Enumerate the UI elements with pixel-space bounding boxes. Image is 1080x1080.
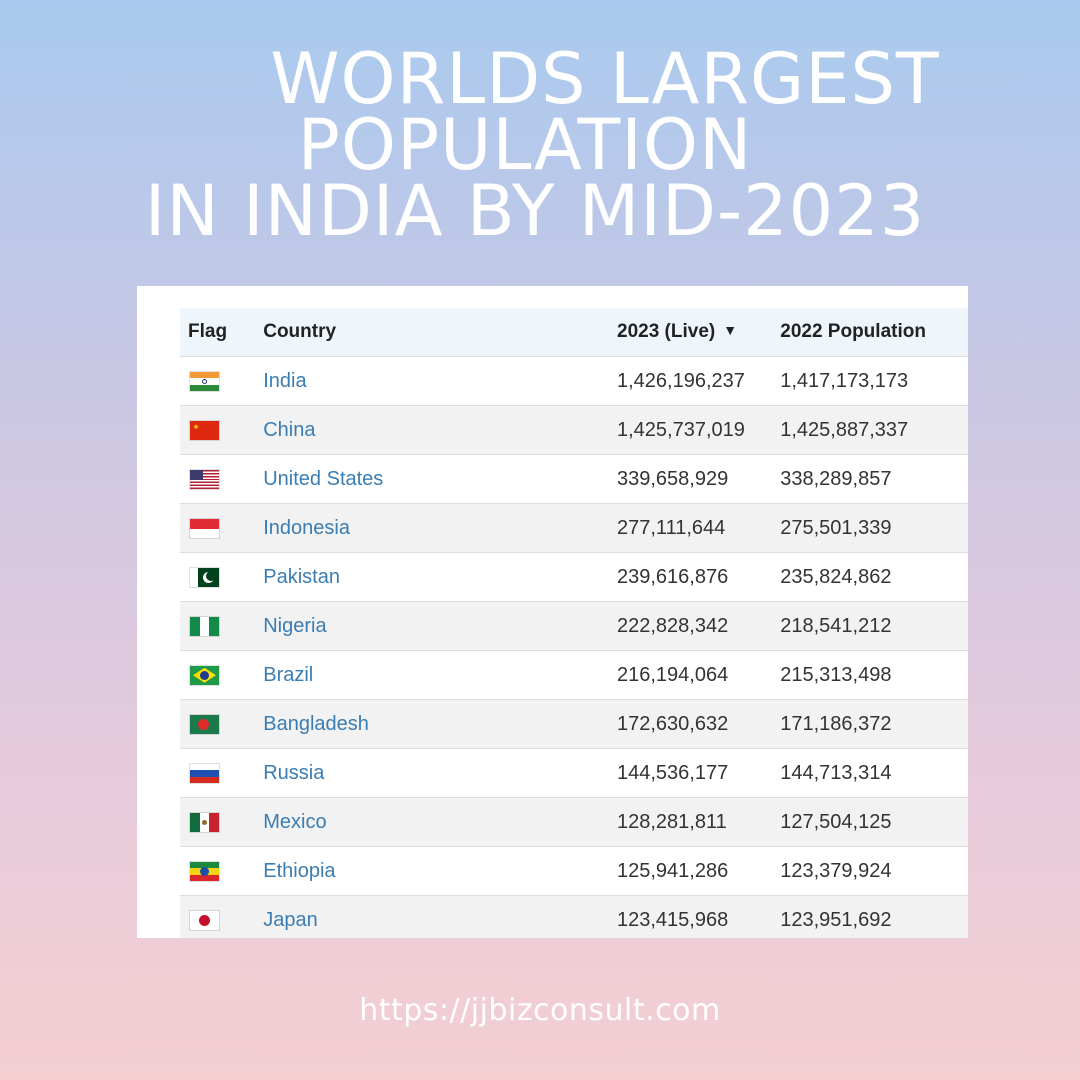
table-row: Pakistan 239,616,876 235,824,862 bbox=[180, 552, 968, 602]
united-states-flag-icon bbox=[190, 469, 219, 489]
table-row: Japan 123,415,968 123,951,692 bbox=[180, 895, 968, 938]
flag-cell bbox=[180, 503, 264, 553]
japan-flag-icon bbox=[190, 910, 219, 930]
population-2023-cell: 144,536,177 bbox=[617, 748, 781, 798]
flag-cell bbox=[180, 650, 264, 700]
population-2022-cell: 338,289,857 bbox=[780, 454, 968, 504]
header-2023-live[interactable]: 2023 (Live) ▼ bbox=[617, 308, 781, 357]
flag-cell bbox=[180, 405, 264, 455]
country-link[interactable]: Mexico bbox=[263, 797, 617, 847]
population-table: Flag Country 2023 (Live) ▼ 2022 Populatio… bbox=[180, 308, 968, 938]
mexico-flag-icon bbox=[190, 812, 219, 832]
caret-down-icon: ▼ bbox=[723, 322, 738, 338]
flag-cell bbox=[180, 846, 264, 896]
bangladesh-flag-icon bbox=[190, 714, 219, 734]
header-country[interactable]: Country bbox=[263, 308, 617, 357]
india-flag-icon bbox=[190, 371, 219, 391]
population-2022-cell: 123,951,692 bbox=[780, 895, 968, 938]
population-2023-cell: 1,426,196,237 bbox=[617, 356, 781, 406]
population-2022-cell: 1,425,887,337 bbox=[780, 405, 968, 455]
table-body: India 1,426,196,237 1,417,173,173 China 1,42… bbox=[180, 356, 968, 938]
table-row: Nigeria 222,828,342 218,541,212 bbox=[180, 601, 968, 651]
table-row: Brazil 216,194,064 215,313,498 bbox=[180, 650, 968, 700]
flag-cell bbox=[180, 356, 264, 406]
country-link[interactable]: Indonesia bbox=[263, 503, 617, 553]
flag-cell bbox=[180, 601, 264, 651]
table-header-row: Flag Country 2023 (Live) ▼ 2022 Populatio… bbox=[180, 308, 968, 357]
flag-cell bbox=[180, 797, 264, 847]
table-row: Bangladesh 172,630,632 171,186,372 bbox=[180, 699, 968, 749]
country-link[interactable]: Russia bbox=[263, 748, 617, 798]
footer-url[interactable]: https://jjbizconsult.com bbox=[359, 993, 721, 1028]
russia-flag-icon bbox=[190, 763, 219, 783]
population-2023-cell: 123,415,968 bbox=[617, 895, 781, 938]
population-2023-cell: 172,630,632 bbox=[617, 699, 781, 749]
population-2023-cell: 339,658,929 bbox=[617, 454, 781, 504]
header-2023-live-label: 2023 (Live) bbox=[617, 321, 716, 342]
headline-line-2: POPULATION bbox=[297, 104, 753, 186]
country-link[interactable]: Ethiopia bbox=[263, 846, 617, 896]
country-link[interactable]: China bbox=[263, 405, 617, 455]
table-row: United States 339,658,929 338,289,857 bbox=[180, 454, 968, 504]
population-2023-cell: 1,425,737,019 bbox=[617, 405, 781, 455]
population-2022-cell: 275,501,339 bbox=[780, 503, 968, 553]
flag-cell bbox=[180, 699, 264, 749]
population-2023-cell: 216,194,064 bbox=[617, 650, 781, 700]
table-row: Indonesia 277,111,644 275,501,339 bbox=[180, 503, 968, 553]
country-link[interactable]: Nigeria bbox=[263, 601, 617, 651]
population-2022-cell: 127,504,125 bbox=[780, 797, 968, 847]
country-link[interactable]: United States bbox=[263, 454, 617, 504]
header-flag: Flag bbox=[180, 308, 264, 357]
table-row: China 1,425,737,019 1,425,887,337 bbox=[180, 405, 968, 455]
ethiopia-flag-icon bbox=[190, 861, 219, 881]
country-link[interactable]: Japan bbox=[263, 895, 617, 938]
population-2022-cell: 171,186,372 bbox=[780, 699, 968, 749]
table-row: Ethiopia 125,941,286 123,379,924 bbox=[180, 846, 968, 896]
brazil-flag-icon bbox=[190, 665, 219, 685]
pakistan-flag-icon bbox=[190, 567, 219, 587]
population-2023-cell: 125,941,286 bbox=[617, 846, 781, 896]
population-2023-cell: 277,111,644 bbox=[617, 503, 781, 553]
table-row: India 1,426,196,237 1,417,173,173 bbox=[180, 356, 968, 406]
population-2022-cell: 144,713,314 bbox=[780, 748, 968, 798]
population-2023-cell: 128,281,811 bbox=[617, 797, 781, 847]
china-flag-icon bbox=[190, 420, 219, 440]
headline: WORLDS LARGEST POPULATION IN INDIA BY MI… bbox=[0, 38, 1080, 252]
flag-cell bbox=[180, 552, 264, 602]
population-2023-cell: 222,828,342 bbox=[617, 601, 781, 651]
population-2022-cell: 1,417,173,173 bbox=[780, 356, 968, 406]
population-2022-cell: 215,313,498 bbox=[780, 650, 968, 700]
country-link[interactable]: India bbox=[263, 356, 617, 406]
flag-cell bbox=[180, 895, 264, 938]
header-2022-population[interactable]: 2022 Population bbox=[780, 308, 968, 357]
population-2022-cell: 235,824,862 bbox=[780, 552, 968, 602]
country-link[interactable]: Bangladesh bbox=[263, 699, 617, 749]
population-table-card: Flag Country 2023 (Live) ▼ 2022 Populatio… bbox=[137, 286, 968, 938]
population-2023-cell: 239,616,876 bbox=[617, 552, 781, 602]
flag-cell bbox=[180, 454, 264, 504]
flag-cell bbox=[180, 748, 264, 798]
table-row: Russia 144,536,177 144,713,314 bbox=[180, 748, 968, 798]
country-link[interactable]: Pakistan bbox=[263, 552, 617, 602]
headline-line-1: WORLDS LARGEST bbox=[270, 38, 940, 120]
indonesia-flag-icon bbox=[190, 518, 219, 538]
headline-line-3: IN INDIA BY MID-2023 bbox=[144, 170, 926, 252]
population-2022-cell: 218,541,212 bbox=[780, 601, 968, 651]
country-link[interactable]: Brazil bbox=[263, 650, 617, 700]
table-row: Mexico 128,281,811 127,504,125 bbox=[180, 797, 968, 847]
population-2022-cell: 123,379,924 bbox=[780, 846, 968, 896]
nigeria-flag-icon bbox=[190, 616, 219, 636]
